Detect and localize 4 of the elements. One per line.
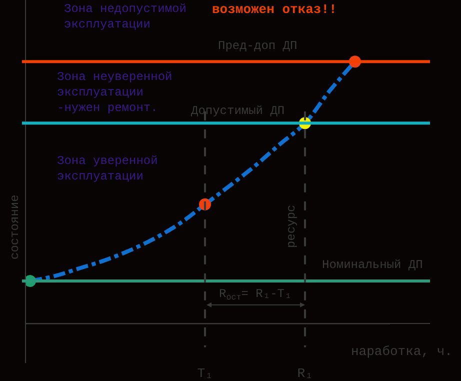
text: Зона недопустимой эксплуатации <box>64 2 186 32</box>
text: возможен отказ!! <box>212 2 337 17</box>
annotation: Зона уверенной эксплуатации <box>57 154 158 184</box>
annotation: Зона неуверенной эксплуатации -нужен ремонт. <box>57 70 172 116</box>
